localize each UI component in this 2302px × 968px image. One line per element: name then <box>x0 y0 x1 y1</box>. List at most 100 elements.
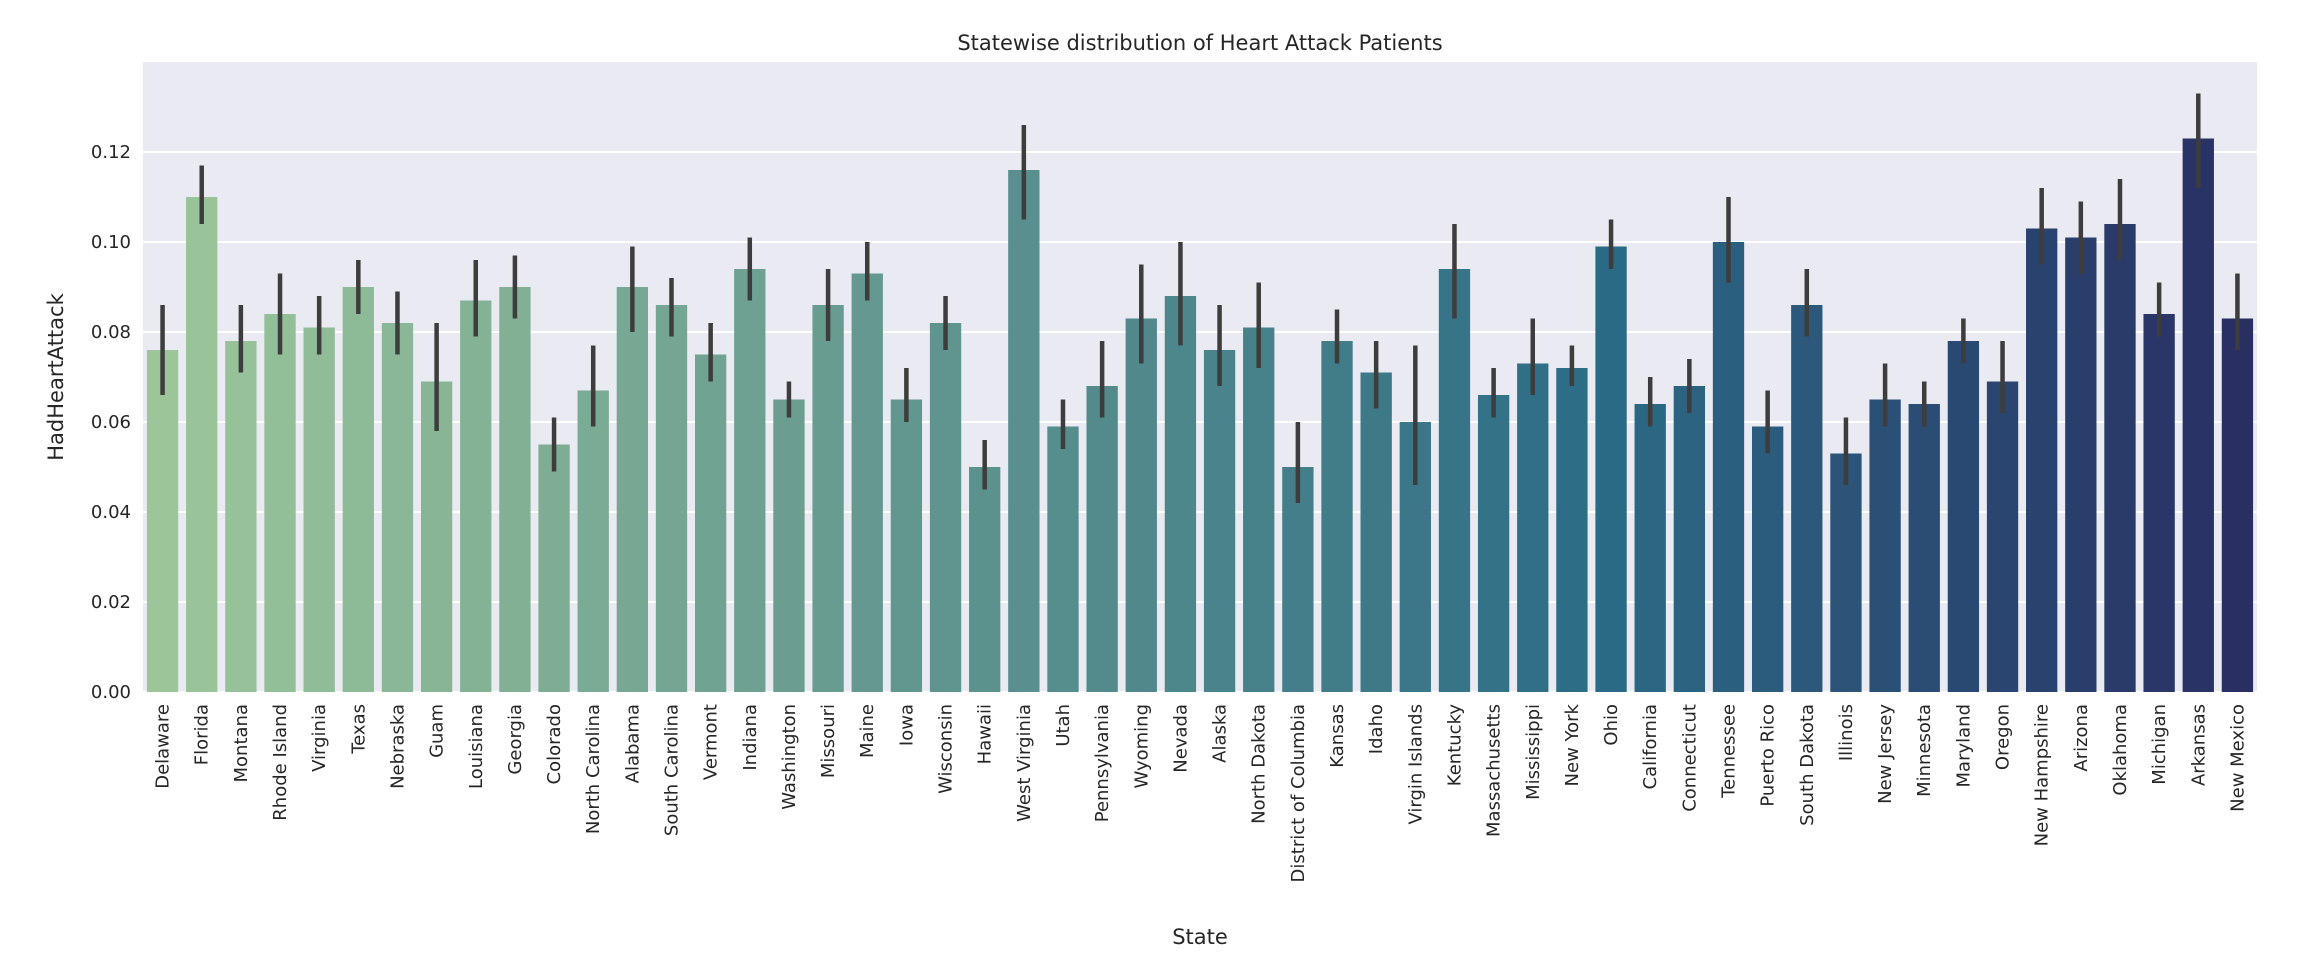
bar <box>460 300 492 692</box>
bar <box>1986 381 2019 692</box>
x-tick-label: Delaware <box>153 704 174 789</box>
y-axis-label: HadHeartAttack <box>44 292 68 460</box>
bar <box>1556 368 1588 692</box>
bar <box>1047 426 1079 692</box>
x-tick-label: New Jersey <box>1875 704 1896 804</box>
x-axis-label: State <box>1172 925 1228 949</box>
plot-background <box>143 62 2257 692</box>
x-tick-label: Florida <box>192 704 213 765</box>
bar <box>1164 296 1197 692</box>
bar <box>303 327 335 692</box>
bar <box>655 305 688 692</box>
x-tick-label: Massachusetts <box>1484 704 1505 837</box>
y-tick-label: 0.08 <box>91 322 131 343</box>
y-tick-label: 0.12 <box>91 142 131 163</box>
bar <box>1634 404 1666 692</box>
y-ticks: 0.00 0.02 0.04 0.06 0.08 0.10 0.12 <box>91 142 131 703</box>
bar <box>929 323 962 692</box>
x-tick-label: Wisconsin <box>936 704 957 794</box>
x-tick-label: Indiana <box>740 704 761 771</box>
bar <box>734 269 766 692</box>
bar <box>1282 467 1314 692</box>
x-tick-label: Utah <box>1053 704 1074 747</box>
bar <box>2221 318 2254 692</box>
x-tick-label: North Carolina <box>583 704 604 834</box>
x-tick-label: Puerto Rico <box>1758 704 1779 807</box>
bar <box>381 323 414 692</box>
x-tick-label: Montana <box>231 704 252 782</box>
x-tick-label: Iowa <box>896 704 917 746</box>
x-tick-label: Arizona <box>2071 704 2092 772</box>
bar <box>2065 237 2097 692</box>
bar <box>225 341 257 692</box>
x-tick-label: South Carolina <box>662 704 683 836</box>
x-tick-label: Rhode Island <box>270 704 291 821</box>
x-tick-label: New Hampshire <box>2032 704 2053 846</box>
x-tick-label: Wyoming <box>1131 704 1152 789</box>
bar <box>1125 318 1157 692</box>
bar <box>616 287 649 692</box>
x-tick-label: Virgin Islands <box>1405 704 1426 825</box>
bar <box>694 354 727 692</box>
x-tick-label: Illinois <box>1836 704 1857 761</box>
x-tick-label: Guam <box>427 704 448 758</box>
x-tick-label: Ohio <box>1601 704 1622 746</box>
x-tick-label: Georgia <box>505 704 526 775</box>
bar <box>969 467 1001 692</box>
x-tick-label: Michigan <box>2149 704 2170 785</box>
x-tick-label: Mississippi <box>1523 704 1544 800</box>
bar <box>1438 269 1471 692</box>
y-tick-label: 0.06 <box>91 412 131 433</box>
x-tick-label: Oregon <box>1993 704 2014 770</box>
x-tick-label: District of Columbia <box>1288 704 1309 882</box>
bar <box>342 287 374 692</box>
x-tick-label: Louisiana <box>466 704 487 789</box>
bar <box>499 287 531 692</box>
chart-title: Statewise distribution of Heart Attack P… <box>957 31 1442 55</box>
bar <box>1243 327 1275 692</box>
bars <box>146 138 2254 692</box>
x-tick-label: New York <box>1562 703 1583 786</box>
x-tick-label: Nebraska <box>387 704 408 789</box>
bar <box>2104 224 2136 692</box>
bar <box>1947 341 1980 692</box>
y-tick-label: 0.02 <box>91 592 131 613</box>
grid-lines <box>143 151 2257 693</box>
bar <box>1869 399 1901 692</box>
bar <box>1360 372 1392 692</box>
bar <box>773 399 805 692</box>
x-tick-label: Alaska <box>1210 704 1231 763</box>
x-tick-label: Colorado <box>544 704 565 784</box>
x-tick-label: Nevada <box>1170 704 1191 773</box>
bar <box>1321 341 1353 692</box>
x-ticks: Delaware Florida Montana Rhode Island Virgin… <box>153 703 2249 882</box>
y-tick-label: 0.04 <box>91 502 131 523</box>
x-tick-label: Maryland <box>1953 704 1974 787</box>
x-tick-label: Texas <box>348 704 369 755</box>
x-tick-label: Kentucky <box>1444 704 1465 787</box>
x-tick-label: Tennessee <box>1719 704 1740 799</box>
bar <box>851 273 883 692</box>
x-tick-label: Kansas <box>1327 704 1348 768</box>
y-tick-label: 0.00 <box>91 682 131 703</box>
bar <box>146 350 179 692</box>
bar <box>1203 350 1236 692</box>
x-tick-label: Connecticut <box>1679 704 1700 812</box>
x-tick-label: California <box>1640 704 1661 789</box>
x-tick-label: Missouri <box>818 704 839 778</box>
bar <box>1673 386 1706 692</box>
x-tick-label: Minnesota <box>1914 704 1935 797</box>
bar <box>2182 138 2214 692</box>
bar <box>1908 404 1940 692</box>
x-tick-label: Idaho <box>1366 704 1387 754</box>
x-tick-label: Washington <box>779 704 800 810</box>
x-tick-label: South Dakota <box>1797 704 1818 826</box>
bar <box>890 399 923 692</box>
x-tick-label: Maine <box>857 704 878 758</box>
y-tick-label: 0.10 <box>91 232 131 253</box>
x-tick-label: Arkansas <box>2188 704 2209 786</box>
x-tick-label: Alabama <box>622 704 643 783</box>
bar <box>420 381 453 692</box>
error-bars <box>160 93 2240 503</box>
bar <box>2143 314 2175 692</box>
